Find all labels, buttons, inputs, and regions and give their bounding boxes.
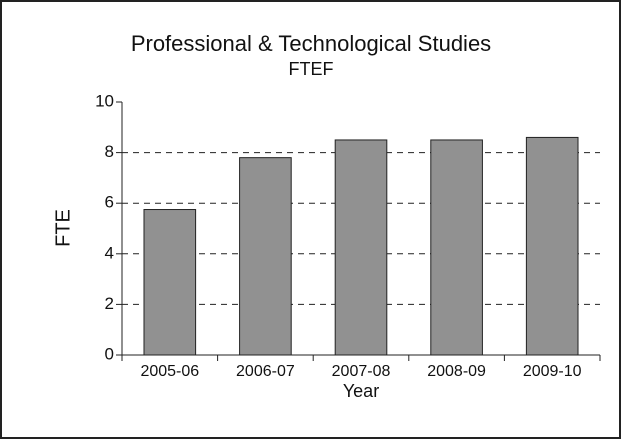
- chart-title: Professional & Technological Studies: [131, 31, 491, 56]
- bar: [239, 157, 292, 356]
- y-tick-label: 10: [95, 91, 114, 110]
- bar: [143, 209, 197, 356]
- x-tick-label: 2006-07: [236, 363, 295, 380]
- y-tick-label: 8: [105, 142, 114, 161]
- y-tick-label: 4: [105, 243, 114, 262]
- chart-subtitle: FTEF: [289, 59, 334, 79]
- x-tick-label: 2005-06: [140, 363, 199, 380]
- y-tick-label: 0: [105, 344, 114, 363]
- x-tick-label: 2009-10: [523, 363, 582, 380]
- bar: [334, 139, 388, 356]
- x-tick-label: 2008-09: [427, 363, 486, 380]
- y-tick-label: 2: [105, 294, 114, 313]
- bar: [430, 139, 483, 356]
- bar: [525, 136, 579, 356]
- y-axis-label: FTE: [52, 209, 74, 247]
- x-tick-label: 2007-08: [332, 363, 391, 380]
- x-axis-label: Year: [343, 381, 379, 401]
- y-tick-label: 6: [105, 193, 114, 212]
